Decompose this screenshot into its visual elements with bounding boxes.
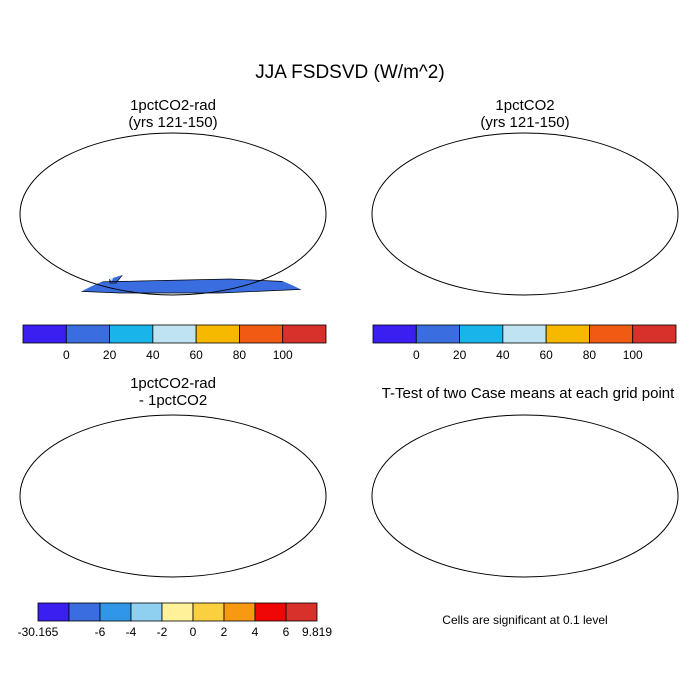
colorbar-difference-swatch-7 (254, 602, 287, 622)
colorbar-abs-left-label-4: 80 (233, 348, 247, 362)
colorbar-abs-left: 0 20 40 60 80 100 (22, 324, 327, 362)
colorbar-difference-label-3: -2 (157, 625, 168, 639)
colorbar-difference-label-8: 9.819 (302, 625, 332, 639)
map-border (19, 414, 327, 578)
map-border (19, 132, 327, 296)
colorbar-abs-right-label-5: 100 (623, 348, 643, 362)
ocean-background (20, 415, 326, 577)
panel4-title-line1: T-Test of two Case means at each grid po… (381, 385, 675, 402)
colorbar-difference-swatch-2 (99, 602, 132, 622)
ocean-background (20, 133, 326, 295)
map-panel-3 (19, 414, 327, 578)
significance-footnote: Cells are significant at 0.1 level (442, 613, 608, 627)
panel1-title-line1: 1pctCO2-rad (130, 97, 216, 114)
colorbar-difference-label-6: 4 (252, 625, 259, 639)
colorbar-abs-left-swatch-2 (109, 324, 154, 344)
colorbar-abs-left-label-5: 100 (273, 348, 293, 362)
colorbar-abs-right-label-3: 60 (539, 348, 553, 362)
colorbar-abs-right-swatch-2 (459, 324, 504, 344)
colorbar-difference-swatch-6 (223, 602, 256, 622)
panel4-title: T-Test of two Case means at each grid po… (358, 385, 698, 402)
colorbar-difference-swatch-3 (130, 602, 163, 622)
panel1-title: 1pctCO2-rad (yrs 121-150) (20, 97, 326, 131)
colorbar-difference-swatch-8 (285, 602, 318, 622)
colorbar-abs-left-swatch-4 (195, 324, 240, 344)
colorbar-abs-left-label-1: 20 (103, 348, 117, 362)
colorbar-abs-left-swatch-1 (65, 324, 110, 344)
colorbar-abs-right-swatch-0 (372, 324, 417, 344)
map-panel-2 (371, 132, 679, 296)
colorbar-abs-right-label-2: 40 (496, 348, 510, 362)
panel3-title-line2: - 1pctCO2 (138, 392, 208, 409)
colorbar-abs-left-swatch-5 (239, 324, 284, 344)
colorbar-difference-label-0: -30.165 (18, 625, 59, 639)
colorbar-abs-right: 0 20 40 60 80 100 (372, 324, 677, 362)
colorbar-abs-left-swatch-6 (282, 324, 327, 344)
panel2-title: 1pctCO2 (yrs 121-150) (372, 97, 678, 131)
colorbar-abs-left-label-0: 0 (63, 348, 70, 362)
panel2-title-line1: 1pctCO2 (495, 97, 555, 114)
colorbar-abs-right-swatch-4 (545, 324, 590, 344)
antarctica (48, 279, 310, 293)
colorbar-difference-label-4: 0 (190, 625, 197, 639)
colorbar-abs-right-label-1: 20 (453, 348, 467, 362)
colorbar-difference-label-2: -4 (126, 625, 137, 639)
colorbar-difference-swatch-4 (161, 602, 194, 622)
ocean-background (372, 133, 678, 295)
colorbar-abs-right-swatch-5 (589, 324, 634, 344)
panel3-title-line1: 1pctCO2-rad (130, 375, 216, 392)
colorbar-difference-label-5: 2 (221, 625, 228, 639)
colorbar-abs-right-swatch-1 (415, 324, 460, 344)
panel3-title: 1pctCO2-rad - 1pctCO2 (20, 375, 326, 409)
colorbar-difference-swatch-0 (37, 602, 70, 622)
colorbar-difference-swatch-5 (192, 602, 225, 622)
colorbar-difference-label-1: -6 (95, 625, 106, 639)
map-panel-1 (19, 132, 327, 296)
colorbar-abs-left-swatch-0 (22, 324, 67, 344)
colorbar-abs-left-label-2: 40 (146, 348, 160, 362)
panel1-title-line2: (yrs 121-150) (128, 114, 218, 131)
map-border (371, 414, 679, 578)
colorbar-abs-right-label-4: 80 (583, 348, 597, 362)
colorbar-abs-right-swatch-3 (502, 324, 547, 344)
colorbar-abs-left-label-3: 60 (189, 348, 203, 362)
panel2-title-line2: (yrs 121-150) (480, 114, 570, 131)
colorbar-difference-label-7: 6 (283, 625, 290, 639)
colorbar-abs-right-label-0: 0 (413, 348, 420, 362)
map-panel-4 (371, 414, 679, 578)
figure-title: JJA FSDSVD (W/m^2) (255, 62, 445, 83)
colorbar-difference: -30.165 -6 -4 -2 0 2 4 6 9.819 (18, 602, 332, 639)
colorbar-difference-swatch-1 (68, 602, 101, 622)
colorbar-abs-right-swatch-6 (632, 324, 677, 344)
ocean-background (372, 415, 678, 577)
colorbar-abs-left-swatch-3 (152, 324, 197, 344)
map-border (371, 132, 679, 296)
